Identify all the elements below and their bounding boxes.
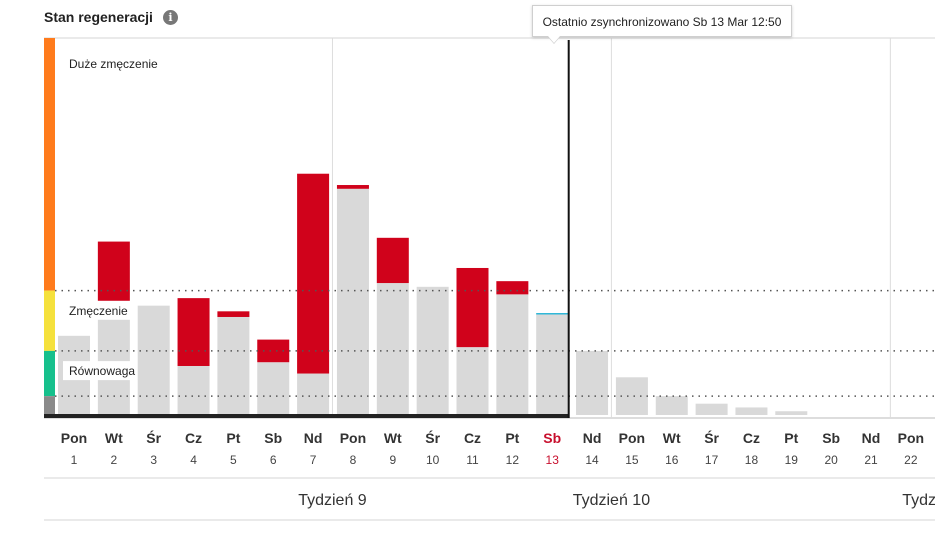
zone-strip-fatigue [44, 290, 55, 351]
sync-tooltip: Ostatnio zsynchronizowano Sb 13 Mar 12:5… [532, 5, 792, 37]
day-name-1: Pon [61, 430, 87, 446]
day-name-20: Sb [822, 430, 840, 446]
bar-base-day-11 [456, 347, 489, 415]
day-number-16: 16 [665, 453, 679, 467]
day-number-22: 22 [904, 453, 918, 467]
day-number-15: 15 [625, 453, 639, 467]
bar-base-day-4 [177, 365, 210, 415]
day-number-17: 17 [705, 453, 719, 467]
day-name-15: Pon [619, 430, 645, 446]
bar-base-day-6 [257, 362, 290, 415]
chart-title: Stan regeneracji i [44, 9, 178, 25]
zone-strip-low [44, 396, 55, 415]
day-name-19: Pt [784, 430, 798, 446]
bar-load-day-4 [177, 298, 210, 366]
zone-label-2: Zmęczenie [69, 304, 128, 318]
bar-base-day-7 [297, 373, 330, 415]
day-name-8: Pon [340, 430, 366, 446]
day-name-5: Pt [226, 430, 240, 446]
day-name-14: Nd [583, 430, 602, 446]
day-name-12: Pt [505, 430, 519, 446]
week-label-3: Tydzień 11 [902, 492, 935, 509]
bar-base-day-8 [336, 188, 369, 415]
day-number-7: 7 [310, 453, 317, 467]
bar-load-day-7 [297, 173, 330, 374]
chart-title-text: Stan regeneracji [44, 9, 153, 25]
zone-label-1: Duże zmęczenie [69, 57, 158, 71]
tooltip-arrow [548, 36, 560, 43]
day-name-13: Sb [543, 430, 561, 446]
day-number-2: 2 [111, 453, 118, 467]
day-name-2: Wt [105, 430, 123, 446]
bar-base-day-13 [536, 313, 569, 415]
day-number-4: 4 [190, 453, 197, 467]
day-name-22: Pon [898, 430, 924, 446]
bar-base-day-16 [655, 396, 688, 415]
day-number-19: 19 [785, 453, 799, 467]
bar-base-day-5 [217, 316, 250, 415]
zone-label-bg-3 [63, 361, 133, 381]
bar-load-day-11 [456, 267, 489, 348]
week-label-1: Tydzień 9 [298, 492, 367, 509]
zone-label-bg-2 [63, 300, 133, 320]
zone-strip-high-fatigue [44, 38, 55, 291]
bar-load-day-5 [217, 311, 250, 317]
bar-base-day-19 [775, 411, 808, 415]
zone-label-3: Równowaga [69, 364, 135, 378]
day-number-5: 5 [230, 453, 237, 467]
day-name-17: Śr [704, 429, 719, 446]
day-number-8: 8 [350, 453, 357, 467]
day-name-6: Sb [264, 430, 282, 446]
day-number-6: 6 [270, 453, 277, 467]
day-name-3: Śr [146, 429, 161, 446]
bar-load-day-8 [336, 185, 369, 189]
day-number-20: 20 [824, 453, 838, 467]
day-number-12: 12 [506, 453, 520, 467]
day-name-9: Wt [384, 430, 402, 446]
day-name-10: Śr [425, 429, 440, 446]
bar-base-day-9 [376, 283, 409, 415]
day-number-18: 18 [745, 453, 759, 467]
bar-load-day-6 [257, 339, 290, 363]
day-name-18: Cz [743, 430, 760, 446]
bar-base-day-3 [137, 305, 170, 415]
bar-base-day-14 [576, 350, 609, 415]
day-name-7: Nd [304, 430, 323, 446]
day-name-4: Cz [185, 430, 202, 446]
day-number-3: 3 [150, 453, 157, 467]
day-number-11: 11 [466, 453, 479, 467]
bar-base-day-17 [695, 403, 728, 415]
week-label-2: Tydzień 10 [573, 492, 650, 509]
bar-base-day-18 [735, 407, 768, 415]
day-number-10: 10 [426, 453, 440, 467]
info-icon[interactable]: i [162, 9, 178, 25]
day-number-21: 21 [864, 453, 878, 467]
day-name-16: Wt [663, 430, 681, 446]
day-number-9: 9 [389, 453, 396, 467]
day-number-14: 14 [585, 453, 599, 467]
zone-label-bg-1 [63, 53, 166, 73]
day-number-13: 13 [546, 453, 560, 467]
bar-base-day-12 [496, 294, 529, 415]
bar-load-day-9 [376, 237, 409, 284]
day-number-1: 1 [71, 453, 78, 467]
day-name-11: Cz [464, 430, 481, 446]
bar-load-day-12 [496, 281, 529, 295]
zone-strip-balance [44, 350, 55, 397]
day-name-21: Nd [862, 430, 881, 446]
